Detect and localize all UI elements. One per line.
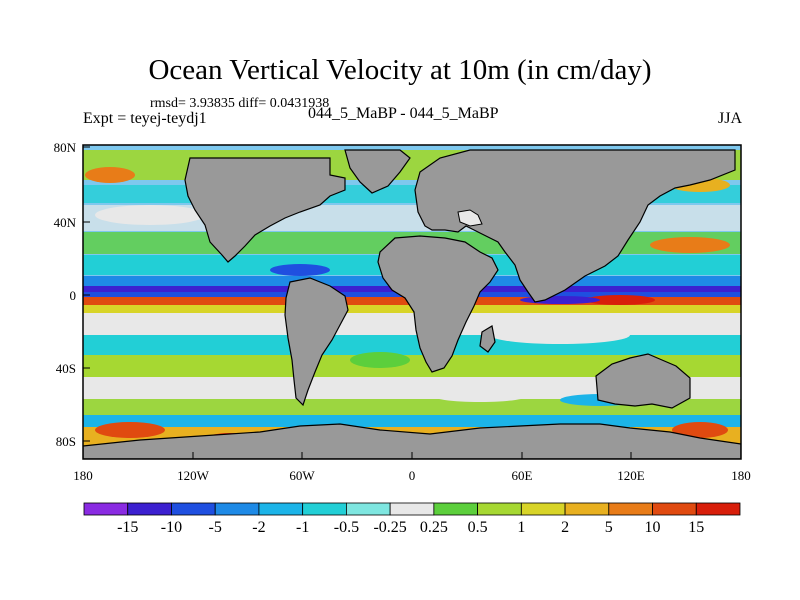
colorbar-swatch — [389, 502, 435, 516]
colorbar-label: -5 — [209, 519, 222, 536]
lon-label: 60E — [512, 468, 533, 483]
colorbar-swatch — [520, 502, 566, 516]
colorbar-label: 1 — [517, 519, 525, 536]
eurasia — [414, 149, 736, 303]
madagascar — [479, 325, 496, 353]
colorbar-label: -1 — [296, 519, 309, 536]
comparison-label: 044_5_MaBP - 044_5_MaBP — [308, 105, 499, 122]
colorbar-label: -15 — [117, 519, 138, 536]
colorbar-swatch — [302, 502, 347, 516]
rmsd-stats: rmsd= 3.93835 diff= 0.0431938 — [150, 96, 330, 111]
caspian-sea — [457, 209, 483, 227]
axis-ticks — [82, 146, 742, 459]
lon-label: 120E — [617, 468, 645, 483]
season-label: JJA — [718, 110, 743, 127]
colorbar-swatch — [83, 502, 129, 516]
colorbar-swatch — [214, 502, 260, 516]
lat-label: 80N — [54, 140, 77, 155]
colorbar-swatch — [171, 502, 216, 516]
colorbar-label: -2 — [252, 519, 265, 536]
colorbar-label: 10 — [645, 519, 661, 536]
colorbar-swatch — [345, 502, 391, 516]
lon-label: 180 — [731, 468, 751, 483]
lat-label: 40N — [54, 215, 77, 230]
lon-label: 180 — [73, 468, 93, 483]
colorbar-swatch — [695, 502, 741, 516]
experiment-label: Expt = teyej-teydj1 — [83, 110, 207, 127]
colorbar-swatch — [652, 502, 697, 516]
lon-label: 0 — [409, 468, 416, 483]
south-america — [284, 277, 349, 407]
lon-label: 60W — [289, 468, 315, 483]
lat-label: 80S — [56, 434, 76, 449]
colorbar-label: -10 — [161, 519, 182, 536]
colorbar-swatch — [477, 502, 522, 516]
colorbar-label: 15 — [688, 519, 704, 536]
lat-label: 0 — [70, 288, 77, 303]
australia — [595, 353, 691, 409]
colorbar-swatch — [564, 502, 610, 516]
axis-labels: 180 120W 60W 0 60E 120E 180 80N 40N 0 40… — [54, 140, 751, 483]
colorbar-swatch — [608, 502, 653, 516]
colorbar-swatch — [258, 502, 304, 516]
north-america — [184, 157, 346, 263]
chart-title: Ocean Vertical Velocity at 10m (in cm/da… — [148, 54, 652, 86]
colorbar-swatch — [127, 502, 172, 516]
colorbar-label: -0.5 — [334, 519, 359, 536]
map-plot-area — [83, 145, 741, 459]
lon-label: 120W — [177, 468, 210, 483]
colorbar-label: 0.25 — [420, 519, 448, 536]
africa — [377, 235, 499, 373]
greenland — [344, 149, 411, 194]
colorbar-label: -0.25 — [373, 519, 406, 536]
land-masses — [83, 149, 741, 459]
colorbar-label: 0.5 — [468, 519, 488, 536]
lat-label: 40S — [56, 361, 76, 376]
colorbar-label: 2 — [561, 519, 569, 536]
colorbar: -15 -10 -5 -2 -1 -0.5 -0.25 0.25 0.5 1 2 5 10 15 — [83, 502, 741, 536]
colorbar-label: 5 — [605, 519, 613, 536]
antarctica — [83, 423, 741, 459]
colorbar-swatch — [433, 502, 479, 516]
